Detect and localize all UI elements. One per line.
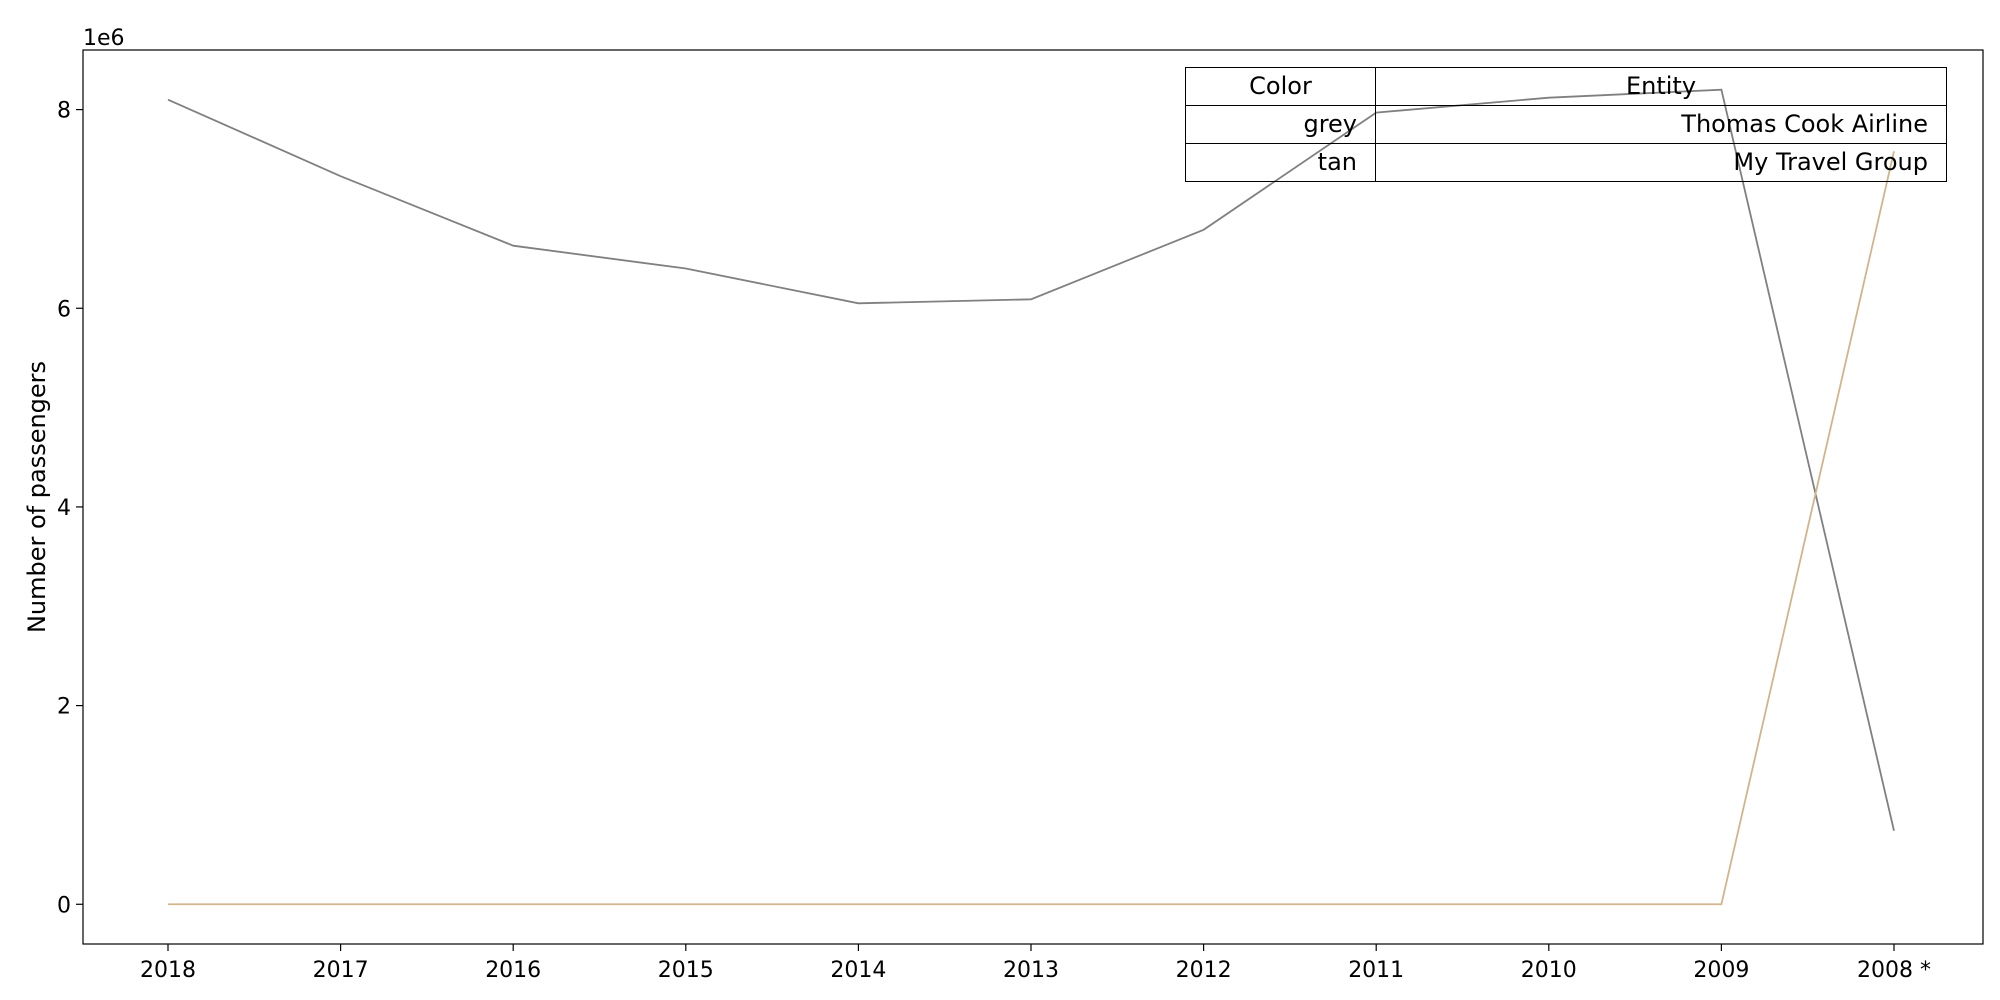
x-tick-label: 2017 (313, 958, 369, 983)
legend-color-cell: tan (1185, 143, 1376, 182)
y-tick-label: 0 (57, 893, 71, 918)
x-tick-label: 2013 (1003, 958, 1059, 983)
x-tick-label: 2008 * (1857, 958, 1931, 983)
x-tick-label: 2014 (830, 958, 886, 983)
x-tick-label: 2009 (1693, 958, 1749, 983)
legend-color-cell: grey (1185, 105, 1376, 144)
y-axis: 0 2 4 6 8 (57, 99, 83, 918)
plot-area (82, 49, 1984, 945)
x-tick-label: 2012 (1176, 958, 1232, 983)
legend-table: Color Entity grey Thomas Cook Airline ta… (1185, 67, 1947, 182)
series-line-my-travel-group (168, 151, 1895, 906)
x-tick-label: 2010 (1521, 958, 1577, 983)
x-tick-label: 2015 (658, 958, 714, 983)
legend-header-color: Color (1185, 67, 1376, 106)
legend-entity-cell: My Travel Group (1375, 143, 1947, 182)
x-axis: 2018 2017 2016 2015 2014 2013 2012 2011 2010 2009… (140, 944, 1931, 983)
y-offset-label: 1e6 (83, 26, 125, 51)
legend-row: grey Thomas Cook Airline (1185, 105, 1947, 144)
y-tick-label: 6 (57, 297, 71, 322)
legend-entity-cell: Thomas Cook Airline (1375, 105, 1947, 144)
y-tick-label: 4 (57, 496, 71, 521)
y-tick-label: 8 (57, 99, 71, 124)
legend-header-entity: Entity (1375, 67, 1947, 106)
y-axis-title: Number of passengers (23, 361, 51, 633)
x-tick-label: 2018 (140, 958, 196, 983)
x-tick-label: 2016 (485, 958, 541, 983)
legend-header-row: Color Entity (1185, 67, 1947, 106)
x-tick-label: 2011 (1348, 958, 1404, 983)
y-tick-label: 2 (57, 695, 71, 720)
legend-row: tan My Travel Group (1185, 143, 1947, 182)
